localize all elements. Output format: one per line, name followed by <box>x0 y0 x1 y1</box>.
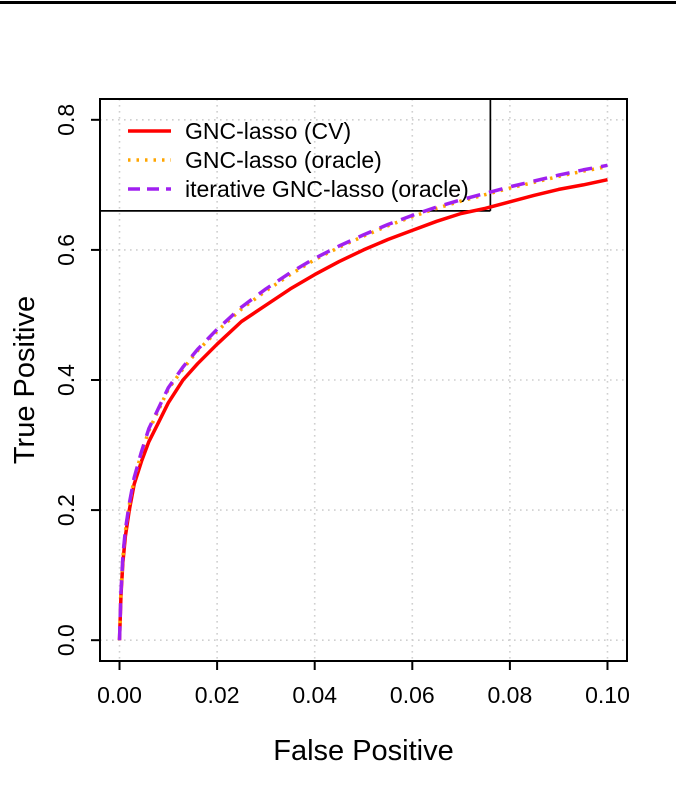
y-tick-label: 0.6 <box>53 234 79 266</box>
y-tick-label: 0.0 <box>53 624 79 656</box>
x-tick-label: 0.08 <box>488 682 533 708</box>
legend-label-1: GNC-lasso (oracle) <box>185 147 382 173</box>
x-tick-label: 0.02 <box>195 682 240 708</box>
legend-label-2: iterative GNC-lasso (oracle) <box>185 176 469 202</box>
y-tick-label: 0.2 <box>53 494 79 526</box>
x-axis-title: False Positive <box>273 735 454 767</box>
series-curve-2 <box>117 163 608 641</box>
x-tick-label: 0.04 <box>292 682 337 708</box>
x-tick-label: 0.06 <box>390 682 435 708</box>
x-tick-label: 0.10 <box>585 682 630 708</box>
y-tick-label: 0.8 <box>53 104 79 136</box>
legend-label-0: GNC-lasso (CV) <box>185 118 351 144</box>
y-tick-label: 0.4 <box>53 364 79 396</box>
y-axis-title: True Positive <box>9 296 41 464</box>
series-curve-1 <box>117 164 608 641</box>
series-curve-0 <box>117 177 608 641</box>
x-tick-label: 0.00 <box>97 682 142 708</box>
